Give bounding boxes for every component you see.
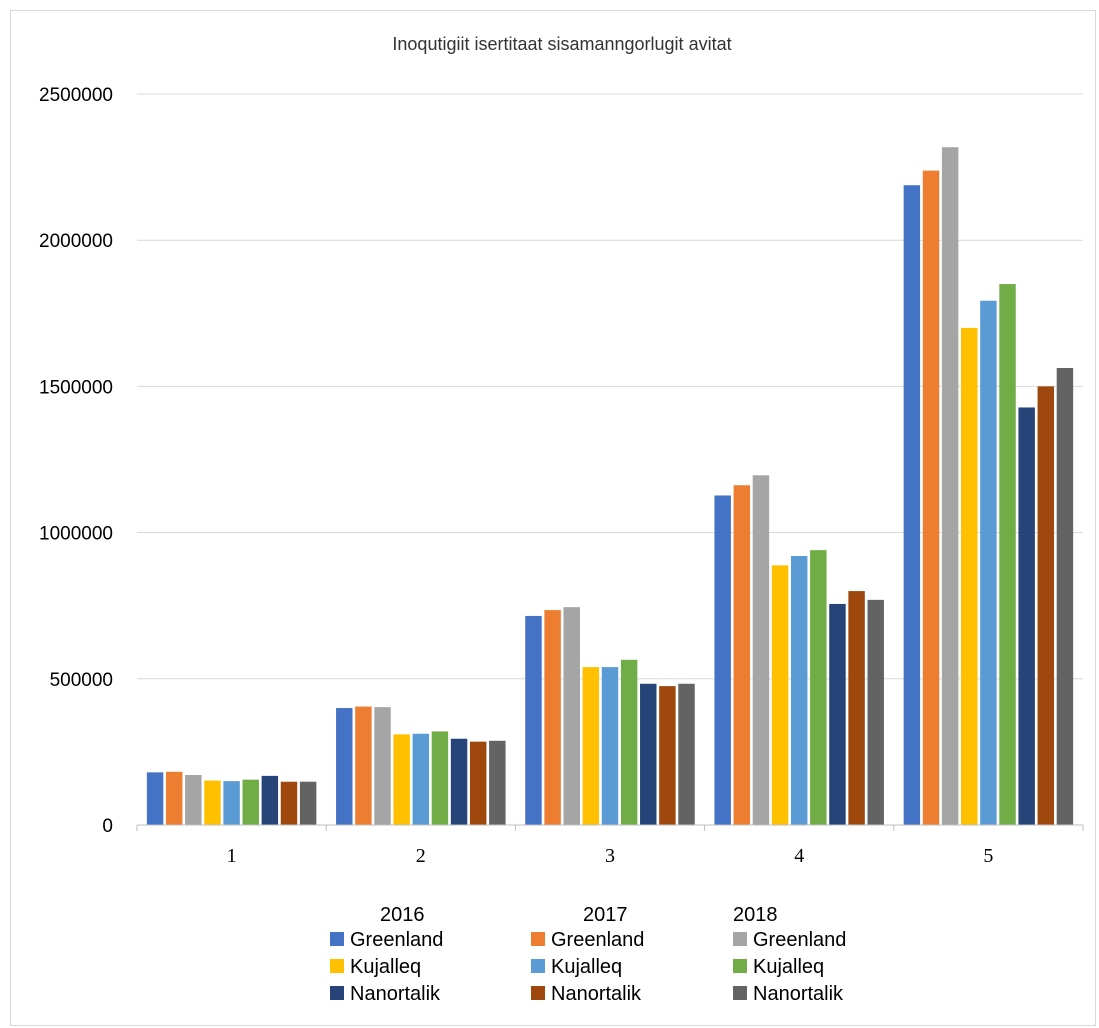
bar [1056, 367, 1074, 825]
y-tick-label: 500000 [50, 670, 113, 691]
bar [393, 734, 410, 825]
bar [829, 603, 846, 825]
bar [810, 550, 827, 825]
legend-item-label: Greenland [551, 929, 644, 951]
bar [771, 565, 789, 825]
bar [374, 707, 391, 825]
bar [204, 780, 221, 825]
bar [185, 774, 202, 825]
bar [165, 771, 183, 825]
y-tick-label: 1000000 [39, 524, 113, 545]
bar [752, 475, 770, 825]
bar [620, 659, 638, 825]
bar [146, 772, 164, 825]
legend-swatch [330, 932, 344, 946]
legend-swatch [733, 986, 747, 1000]
y-tick-label: 0 [102, 816, 113, 837]
bar [678, 683, 695, 825]
bar [980, 300, 997, 825]
legend-swatch [531, 959, 545, 973]
legend-item-label: Nanortalik [350, 983, 441, 1005]
legend-swatch [330, 959, 344, 973]
chart-frame [10, 10, 1096, 1026]
legend-item-label: Nanortalik [753, 983, 844, 1005]
legend: 2016 2017 2018 Greenland Greenland Greenland K… [330, 904, 846, 1005]
chart-title: Inoqutigiit isertitaat sisamanngorlugit … [392, 34, 731, 54]
bar [848, 591, 865, 825]
bar [790, 555, 808, 825]
bar [261, 775, 279, 825]
legend-swatch [531, 986, 545, 1000]
legend-swatch [733, 932, 747, 946]
gridlines [137, 93, 1083, 680]
bar [489, 740, 506, 825]
legend-swatch [330, 986, 344, 1000]
bar [961, 327, 978, 825]
bar [922, 170, 940, 826]
bar [1037, 386, 1055, 825]
bar [903, 185, 921, 825]
legend-item-label: Greenland [753, 929, 846, 951]
x-tick-label: 5 [983, 845, 993, 867]
bar [336, 708, 353, 825]
x-axis: 1 2 3 4 5 [136, 824, 1084, 867]
x-tick-label: 4 [794, 845, 804, 867]
legend-item-label: Kujalleq [753, 956, 824, 978]
legend-group-label: 2018 [733, 904, 778, 926]
bar [659, 686, 676, 825]
legend-group-label: 2016 [380, 904, 425, 926]
y-axis: 0 500000 1000000 1500000 2000000 2500000 [39, 85, 113, 837]
bar [412, 733, 430, 825]
legend-swatch [733, 959, 747, 973]
bar [280, 781, 298, 825]
bar [601, 667, 619, 825]
bar [640, 683, 657, 825]
bar [299, 781, 317, 825]
y-tick-label: 1500000 [39, 377, 113, 398]
y-tick-label: 2000000 [39, 231, 113, 252]
x-tick-label: 3 [605, 845, 615, 867]
legend-swatch [531, 932, 545, 946]
y-tick-label: 2500000 [39, 85, 113, 106]
bar [525, 615, 542, 825]
bar [999, 284, 1016, 825]
legend-item-label: Greenland [350, 929, 443, 951]
legend-item-label: Kujalleq [551, 956, 622, 978]
bar [450, 738, 468, 825]
bar [733, 485, 751, 825]
bar [867, 599, 884, 825]
legend-item-label: Nanortalik [551, 983, 642, 1005]
bars [146, 147, 1074, 826]
bar [431, 731, 449, 825]
bar [1018, 407, 1035, 825]
bar [355, 706, 372, 825]
bar [544, 610, 561, 825]
bar [223, 781, 240, 825]
bar [582, 667, 600, 825]
x-tick-label: 1 [227, 845, 237, 867]
legend-group-label: 2017 [583, 904, 628, 926]
legend-item-label: Kujalleq [350, 956, 421, 978]
bar [563, 607, 580, 825]
bar [714, 495, 731, 825]
bar [941, 147, 959, 825]
bar [242, 779, 259, 825]
x-tick-label: 2 [416, 845, 426, 867]
bar [469, 741, 487, 825]
